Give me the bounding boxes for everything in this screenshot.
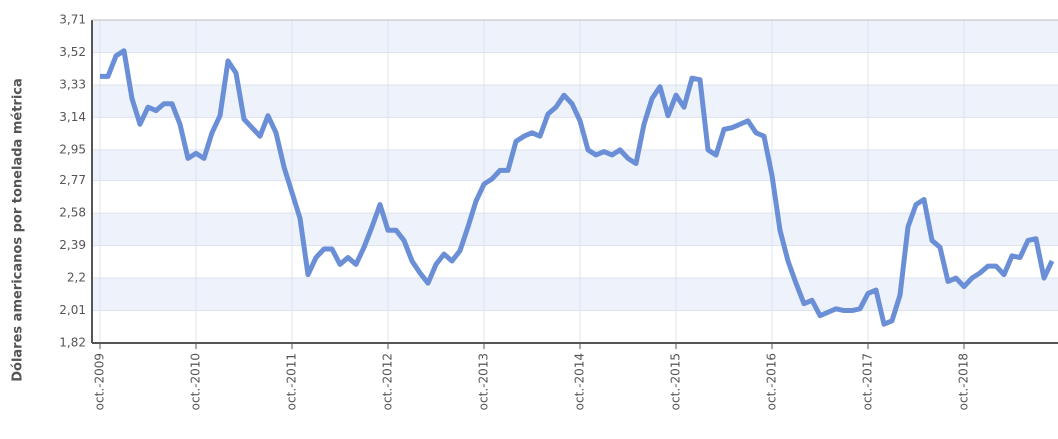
y-tick-label: 3,14 xyxy=(59,110,86,124)
y-tick-label: 2,77 xyxy=(59,173,86,187)
x-tick-label: oct.-2012 xyxy=(381,353,395,410)
line xyxy=(100,48,1055,327)
x-tick-label: oct.-2016 xyxy=(765,353,779,410)
x-tick-label: oct.-2013 xyxy=(477,353,491,410)
x-tick-label: oct.-2011 xyxy=(285,353,299,410)
y-tick-label: 2,39 xyxy=(59,238,86,252)
band xyxy=(92,149,1058,181)
y-tick-label: 3,33 xyxy=(59,77,86,91)
y-tick-label: 2,95 xyxy=(59,142,86,156)
x-tick-label: oct.-2014 xyxy=(573,353,587,410)
y-tick-label: 3,52 xyxy=(59,45,86,59)
x-tick-label: oct.-2018 xyxy=(957,353,971,410)
y-tick-label: 3,71 xyxy=(59,13,86,27)
y-tick-label: 2,58 xyxy=(59,206,86,220)
x-tick-label: oct.-2017 xyxy=(861,353,875,410)
x-tick-label: oct.-2009 xyxy=(93,353,107,410)
band xyxy=(92,213,1058,246)
x-tick-label: oct.-2015 xyxy=(669,353,683,410)
y-tick-label: 2,2 xyxy=(67,271,86,285)
y-axis-title: Dólares americanos por tonelada métrica xyxy=(11,78,26,382)
band xyxy=(92,20,1058,53)
band xyxy=(92,278,1058,311)
x-tick-label: oct.-2010 xyxy=(189,353,203,410)
y-tick-label: 1,82 xyxy=(59,336,86,350)
y-tick-label: 2,01 xyxy=(59,303,86,317)
